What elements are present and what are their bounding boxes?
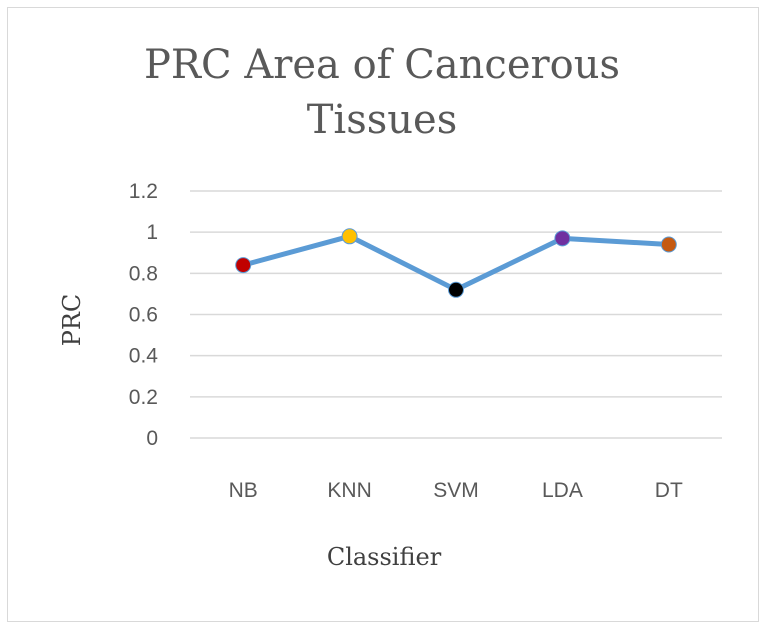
y-tick-label: 0.4 — [129, 345, 159, 368]
y-tick-label: 0 — [146, 427, 158, 450]
data-point — [235, 257, 252, 274]
chart-title-line-2: Tissues — [307, 97, 458, 143]
y-axis-title: PRC — [58, 294, 86, 347]
y-tick-label: 0.6 — [129, 304, 158, 327]
series-group — [235, 228, 677, 298]
x-tick-label: LDA — [542, 479, 583, 502]
data-point — [341, 228, 358, 245]
x-tick-label: NB — [229, 479, 258, 502]
y-tick-label: 1 — [146, 221, 158, 244]
data-point — [554, 230, 571, 247]
x-tick-label: DT — [655, 479, 683, 502]
data-point — [660, 236, 677, 253]
y-tick-labels: 0 0.2 0.4 0.6 0.8 1 1.2 — [129, 180, 159, 450]
x-tick-label: KNN — [327, 479, 371, 502]
x-tick-labels: NB KNN SVM LDA DT — [229, 479, 683, 502]
y-tick-label: 0.8 — [129, 262, 158, 285]
data-point — [448, 281, 464, 298]
gridlines — [190, 190, 722, 439]
x-tick-label: SVM — [433, 479, 479, 502]
series-line — [240, 233, 672, 293]
x-axis-title: Classifier — [327, 543, 442, 571]
y-tick-label: 0.2 — [129, 386, 158, 409]
chart-title-line-1: PRC Area of Cancerous — [144, 42, 620, 88]
y-tick-label: 1.2 — [129, 180, 158, 203]
